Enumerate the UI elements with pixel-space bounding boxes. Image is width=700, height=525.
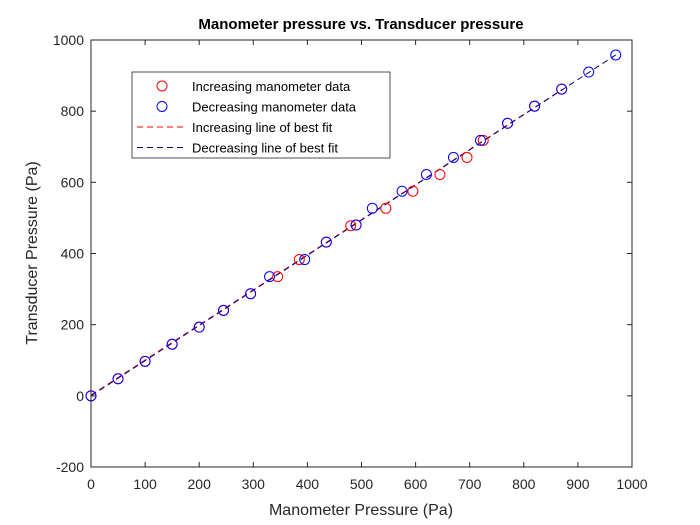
data-point-series-1 (299, 254, 311, 266)
plot-frame (90, 39, 633, 468)
data-point-series-1 (193, 321, 205, 333)
legend-marker-swatch (156, 101, 168, 112)
data-point-series-1 (320, 236, 332, 248)
legend-label: Increasing line of best fit (192, 120, 333, 135)
axis-ticks: 0 100 200 300 400 500 600 700 800 900 1000-2000200… (53, 32, 648, 492)
legend-marker-swatch (156, 80, 168, 92)
data-point-series-0 (345, 220, 357, 232)
legend-box (131, 71, 391, 159)
data-point-series-1 (264, 271, 276, 283)
legend: Increasing manometer data Decreasing mano… (131, 71, 391, 159)
data-point-series-0 (293, 254, 305, 266)
x-tick-label: 500 (350, 476, 374, 492)
data-point-series-0 (407, 185, 419, 197)
data-point-series-1 (475, 134, 487, 146)
data-point-series-1 (396, 185, 408, 197)
x-tick-label: 900 (566, 476, 590, 492)
x-axis-label: Manometer Pressure (Pa) (269, 502, 453, 519)
legend-items: Increasing manometer data Decreasing mano… (137, 79, 357, 156)
x-tick-label: 800 (512, 476, 536, 492)
fit-lines (90, 54, 617, 397)
x-tick-label: 200 (188, 476, 212, 492)
data-point-series-0 (434, 169, 446, 181)
y-tick-label: 1000 (53, 32, 84, 48)
data-point-series-1 (245, 288, 257, 300)
data-point-series-0 (461, 151, 473, 163)
y-axis-label: Transducer Pressure (Pa) (24, 161, 41, 344)
y-tick-label: 800 (61, 103, 85, 119)
y-tick-label: 600 (61, 174, 85, 190)
data-point-series-0 (272, 271, 284, 283)
data-point-series-1 (556, 83, 568, 95)
data-point-series-1 (350, 219, 362, 231)
y-tick-label: -200 (56, 459, 84, 475)
data-point-series-1 (529, 100, 541, 112)
legend-label: Decreasing manometer data (192, 100, 357, 115)
x-tick-label: 700 (458, 476, 482, 492)
chart-title: Manometer pressure vs. Transducer pressu… (198, 16, 523, 33)
data-markers (85, 49, 622, 402)
data-point-series-1 (502, 117, 514, 129)
legend-label: Decreasing line of best fit (192, 141, 338, 156)
data-point-series-1 (447, 151, 459, 163)
data-point-series-1 (218, 304, 230, 316)
data-point-series-0 (380, 202, 392, 214)
x-tick-label: 100 (133, 476, 157, 492)
x-tick-label: 600 (404, 476, 428, 492)
data-point-series-1 (112, 373, 124, 385)
data-point-series-1 (420, 169, 432, 181)
fit-line-series-3 (90, 54, 617, 397)
legend-label: Increasing manometer data (192, 79, 351, 94)
data-point-series-1 (583, 66, 595, 78)
x-tick-label: 1000 (616, 476, 647, 492)
data-point-series-1 (139, 355, 151, 367)
x-tick-label: 300 (242, 476, 266, 492)
x-tick-label: 400 (296, 476, 320, 492)
y-tick-label: 400 (61, 246, 85, 262)
y-tick-label: 200 (61, 317, 85, 333)
data-point-series-1 (610, 49, 622, 61)
y-tick-label: 0 (76, 388, 84, 404)
x-tick-label: 0 (87, 476, 95, 492)
data-point-series-1 (166, 338, 178, 350)
data-point-series-1 (366, 202, 378, 214)
data-point-series-0 (477, 134, 489, 146)
